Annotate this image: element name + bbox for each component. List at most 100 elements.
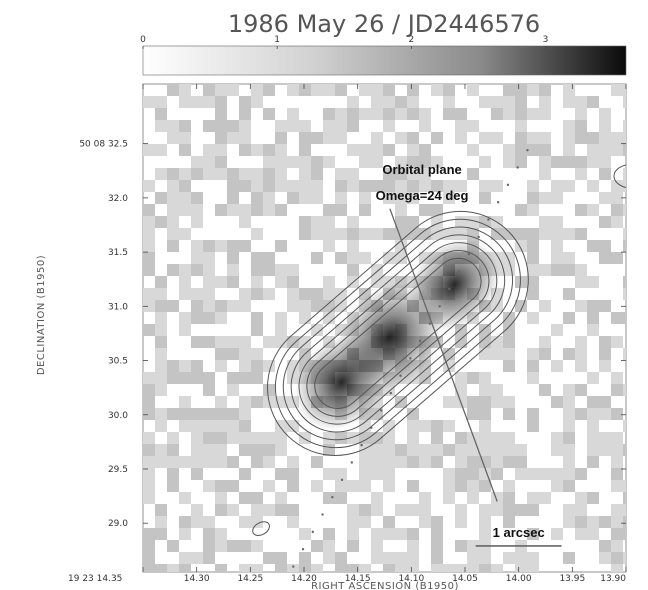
noise-cell [215, 528, 227, 540]
noise-cell [479, 552, 491, 564]
noise-cell [395, 132, 407, 144]
noise-cell [143, 96, 155, 108]
noise-cell [407, 528, 419, 540]
noise-cell [287, 264, 299, 276]
noise-cell [203, 336, 215, 348]
noise-cell [395, 168, 407, 180]
noise-cell [167, 360, 179, 372]
noise-cell [251, 252, 263, 264]
noise-cell [239, 420, 251, 432]
noise-cell [503, 144, 515, 156]
noise-cell [419, 204, 431, 216]
noise-cell [311, 132, 323, 144]
noise-cell [623, 204, 626, 216]
noise-cell [539, 108, 551, 120]
noise-cell [263, 192, 275, 204]
x-tick-label: 14.25 [237, 574, 263, 584]
noise-cell [191, 408, 203, 420]
noise-cell [515, 96, 527, 108]
noise-cell [467, 432, 479, 444]
noise-cell [299, 228, 311, 240]
noise-cell [155, 216, 167, 228]
noise-cell [599, 132, 611, 144]
noise-cell [191, 444, 203, 456]
noise-cell [287, 420, 299, 432]
noise-cell [407, 108, 419, 120]
noise-cell [179, 168, 191, 180]
noise-cell [455, 216, 467, 228]
noise-cell [383, 468, 395, 480]
noise-cell [143, 492, 155, 504]
noise-cell [167, 540, 179, 552]
orbital-plane-line [389, 208, 498, 502]
noise-cell [167, 480, 179, 492]
noise-cell [203, 480, 215, 492]
noise-cell [143, 528, 155, 540]
noise-cell [203, 252, 215, 264]
noise-cell [299, 180, 311, 192]
noise-cell [407, 180, 419, 192]
noise-cell [491, 396, 503, 408]
noise-cell [239, 180, 251, 192]
noise-cell [443, 96, 455, 108]
noise-cell [623, 168, 626, 180]
noise-cell [239, 516, 251, 528]
noise-cell [623, 240, 626, 252]
noise-cell [575, 360, 587, 372]
noise-cell [503, 312, 515, 324]
noise-cell [299, 312, 311, 324]
noise-cell [431, 180, 443, 192]
noise-cell [395, 396, 407, 408]
noise-cell [623, 444, 626, 456]
noise-cell [587, 312, 599, 324]
noise-cell [515, 204, 527, 216]
noise-cell [239, 336, 251, 348]
contour-level [267, 210, 529, 456]
noise-cell [275, 492, 287, 504]
noise-cell [443, 492, 455, 504]
noise-cell [155, 528, 167, 540]
y-tick-labels: 50 08 32.5 32.0 31.5 31.0 30.5 30.0 29.5 29.0 [79, 140, 128, 530]
noise-cell [503, 156, 515, 168]
artifact-dot [457, 270, 461, 273]
noise-cell [431, 552, 443, 564]
noise-cell [527, 312, 539, 324]
noise-cell [215, 444, 227, 456]
noise-cell [179, 396, 191, 408]
noise-cell [203, 420, 215, 432]
noise-cell [167, 132, 179, 144]
noise-cell [455, 480, 467, 492]
noise-cell [143, 432, 155, 444]
noise-cell [359, 504, 371, 516]
noise-cell [239, 444, 251, 456]
noise-cell [407, 228, 419, 240]
noise-cell [551, 444, 563, 456]
noise-cell [407, 408, 419, 420]
colorbar-tick-label: 0 [140, 35, 146, 45]
noise-cell [251, 516, 263, 528]
noise-cell [311, 216, 323, 228]
noise-cell [203, 300, 215, 312]
noise-cell [299, 84, 311, 96]
noise-cell [563, 180, 575, 192]
noise-cell [251, 228, 263, 240]
noise-cell [191, 240, 203, 252]
noise-cell [287, 156, 299, 168]
noise-cell [527, 504, 539, 516]
noise-cell [323, 312, 335, 324]
noise-cell [563, 96, 575, 108]
noise-cell [179, 228, 191, 240]
y-axis-label: DECLINATION (B1950) [36, 255, 47, 375]
noise-cell [215, 84, 227, 96]
noise-cell [491, 228, 503, 240]
noise-cell [143, 240, 155, 252]
noise-cell [227, 84, 239, 96]
noise-cell [215, 168, 227, 180]
noise-cell [167, 408, 179, 420]
noise-cell [191, 312, 203, 324]
noise-cell [239, 132, 251, 144]
noise-cell [143, 444, 155, 456]
noise-cell [467, 372, 479, 384]
noise-cell [287, 360, 299, 372]
noise-cell [575, 132, 587, 144]
